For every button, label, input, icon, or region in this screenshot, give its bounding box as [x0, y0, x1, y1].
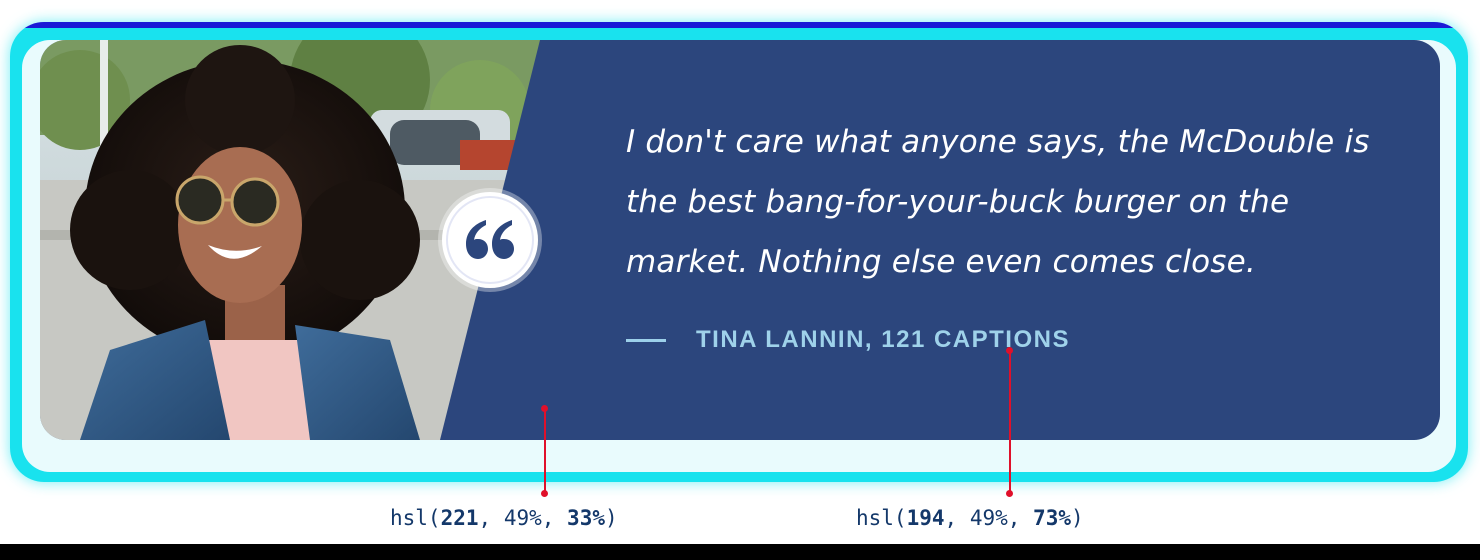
pointer-dot-background-bottom	[541, 490, 548, 497]
code-lightness: 33%	[567, 506, 605, 530]
pointer-dot-attribution-bottom	[1006, 490, 1013, 497]
code-lightness: 73%	[1033, 506, 1071, 530]
code-saturation: 49%	[969, 506, 1008, 530]
code-separator: ,	[478, 506, 504, 530]
code-prefix: hsl(	[856, 506, 907, 530]
pointer-line-attribution	[1009, 350, 1011, 494]
testimonial-attribution: TINA LANNIN, 121 CAPTIONS	[626, 326, 1070, 354]
annotation-background-color: hsl(221, 49%, 33%)	[390, 506, 618, 530]
quote-mark-badge	[442, 192, 538, 288]
attribution-dash	[626, 338, 666, 342]
code-saturation: 49%	[503, 506, 542, 530]
code-separator: ,	[944, 506, 970, 530]
pointer-line-background	[544, 408, 546, 494]
code-separator: ,	[1007, 506, 1034, 530]
testimonial-quote: I don't care what anyone says, the McDou…	[626, 124, 1370, 280]
quote-mark-ring	[446, 196, 534, 284]
code-separator: ,	[541, 506, 568, 530]
testimonial-card: I don't care what anyone says, the McDou…	[40, 40, 1440, 440]
code-hue: 221	[440, 506, 479, 530]
code-hue: 194	[906, 506, 945, 530]
attribution-text: TINA LANNIN, 121 CAPTIONS	[696, 326, 1070, 353]
annotation-attribution-color: hsl(194, 49%, 73%)	[856, 506, 1084, 530]
code-prefix: hsl(	[390, 506, 441, 530]
code-suffix: )	[604, 506, 618, 530]
code-suffix: )	[1070, 506, 1084, 530]
